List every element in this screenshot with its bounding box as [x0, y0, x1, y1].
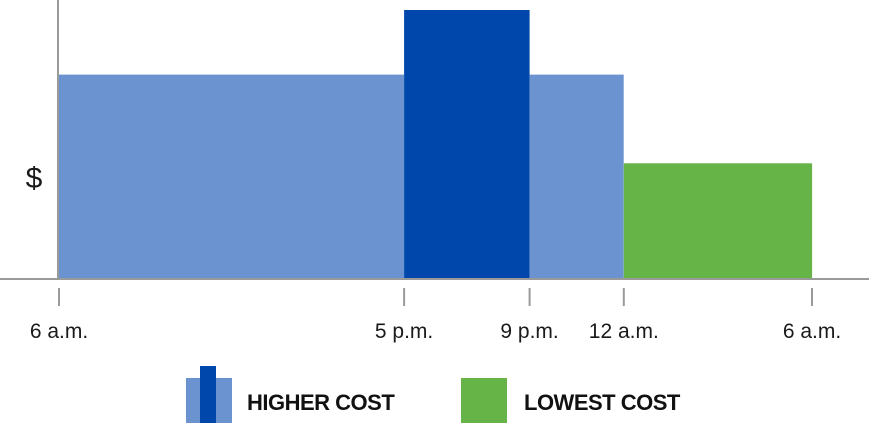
x-tick-label: 6 a.m.	[783, 320, 841, 343]
bar-segment-higher	[59, 74, 405, 279]
x-tick-label: 6 a.m.	[30, 320, 88, 343]
legend-lowest-label: LOWEST COST	[524, 390, 681, 415]
legend: HIGHER COST LOWEST COST	[186, 366, 681, 423]
legend-higher-label: HIGHER COST	[247, 390, 395, 415]
x-tick-label: 12 a.m.	[589, 320, 659, 343]
bar-segment-peak	[404, 10, 530, 279]
legend-higher-swatch	[186, 366, 232, 423]
x-tick-label: 9 p.m.	[500, 320, 558, 343]
bar-segment-lowest	[623, 163, 813, 279]
x-tick-label: 5 p.m.	[375, 320, 433, 343]
x-ticks-group: 6 a.m. 5 p.m. 9 p.m. 12 a.m. 6 a.m.	[30, 288, 841, 343]
y-axis-label: $	[26, 162, 43, 195]
legend-lowest-swatch	[461, 378, 507, 423]
bars-group	[59, 10, 813, 279]
bar-segment-higher	[529, 74, 624, 279]
